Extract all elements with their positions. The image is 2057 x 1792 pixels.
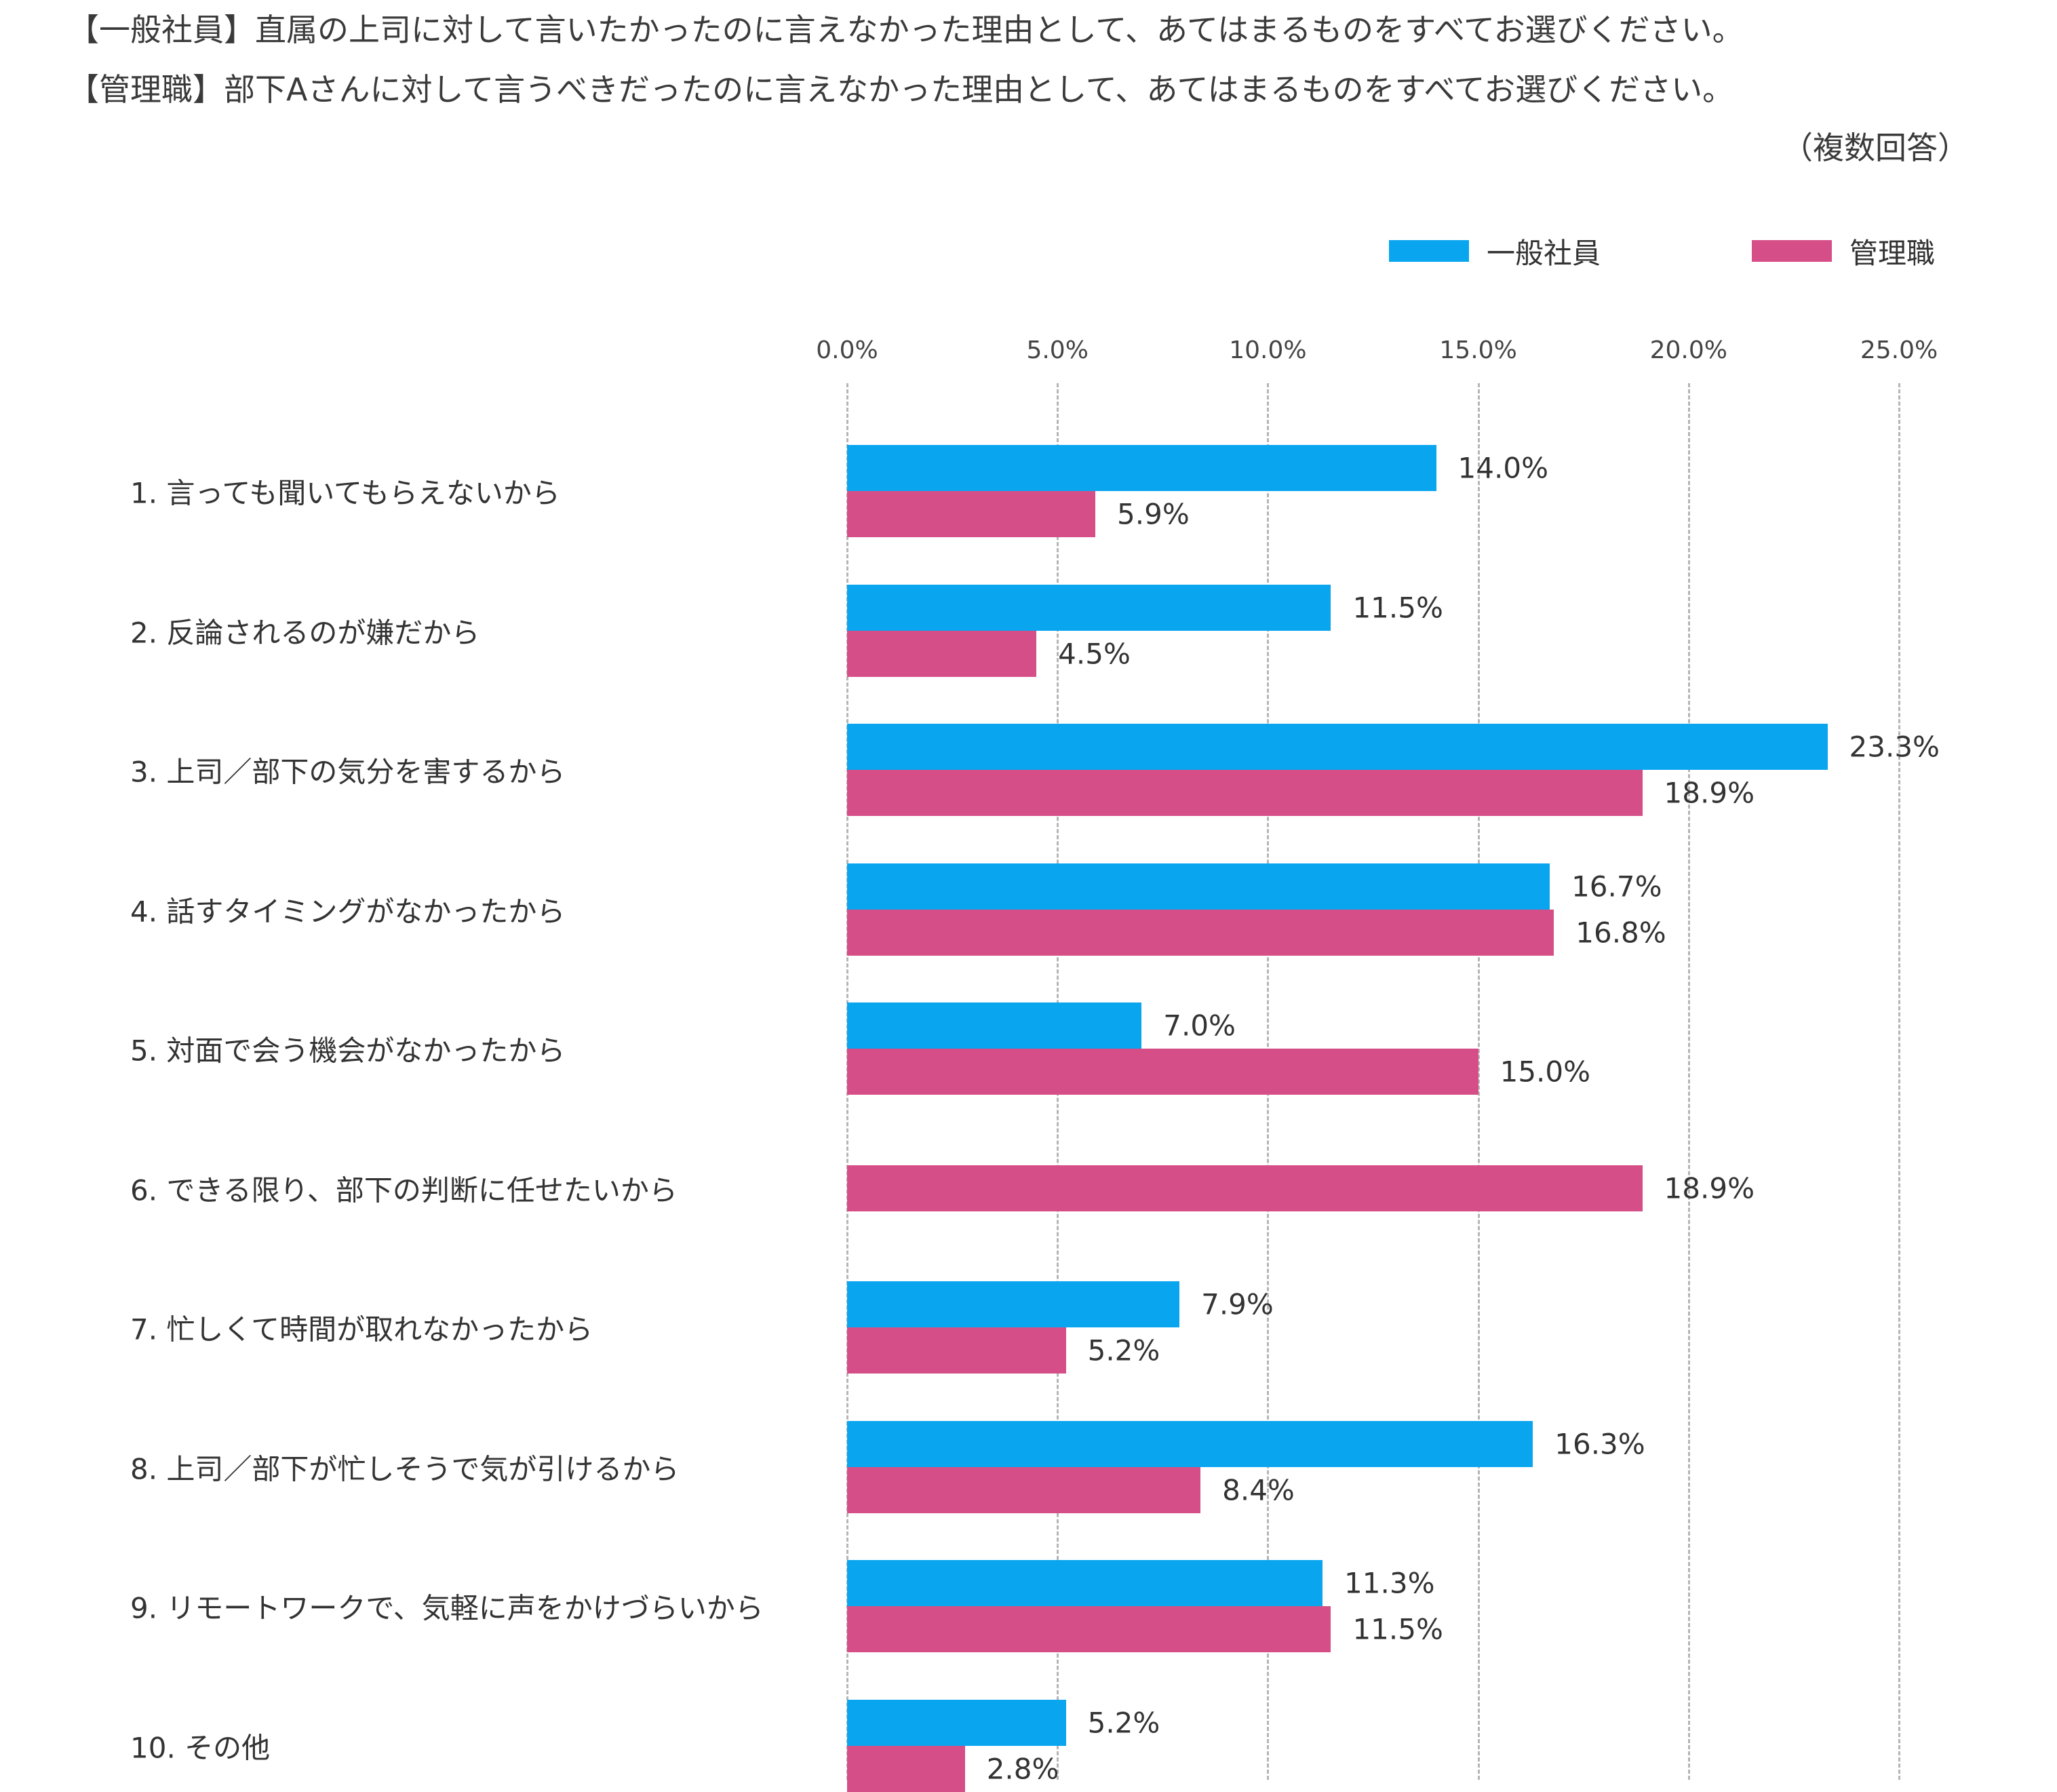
multiple-answer-note: （複数回答） — [1782, 130, 1969, 166]
gridline-5 — [1898, 383, 1900, 1780]
category-label-7: 7. 忙しくて時間が取れなかったから — [130, 1312, 593, 1346]
value-label-general-staff-2: 11.5% — [1352, 591, 1443, 624]
category-label-9: 9. リモートワークで、気軽に声をかけづらいから — [130, 1591, 764, 1625]
category-label-1: 1. 言っても聞いてもらえないから — [130, 476, 560, 510]
value-label-managers-5: 15.0% — [1500, 1055, 1591, 1089]
category-label-5: 5. 対面で会う機会がなかったから — [130, 1034, 566, 1068]
x-tick-label-3: 15.0% — [1439, 336, 1517, 364]
legend-swatch-general-staff — [1389, 240, 1469, 262]
legend-swatch-managers — [1752, 240, 1832, 262]
category-label-3: 3. 上司／部下の気分を害するから — [130, 755, 566, 789]
bar-managers-1 — [847, 491, 1096, 537]
bar-general-staff-9 — [847, 1560, 1323, 1606]
bar-managers-10 — [847, 1745, 965, 1792]
gridline-4 — [1687, 383, 1690, 1780]
value-label-managers-3: 18.9% — [1664, 776, 1755, 810]
value-label-general-staff-10: 5.2% — [1087, 1706, 1160, 1739]
legend-item-general-staff: 一般社員 — [1389, 237, 1601, 270]
x-tick-label-5: 25.0% — [1860, 336, 1938, 364]
gridline-3 — [1477, 383, 1480, 1780]
bar-general-staff-5 — [847, 1002, 1142, 1049]
bar-managers-8 — [847, 1466, 1201, 1513]
bar-general-staff-3 — [847, 724, 1828, 770]
category-label-10: 10. その他 — [130, 1731, 271, 1764]
question-general-staff: 【一般社員】直属の上司に対して言いたかったのに言えなかった理由として、あてはまる… — [68, 12, 1744, 48]
x-tick-label-4: 20.0% — [1649, 336, 1727, 364]
value-label-general-staff-8: 16.3% — [1554, 1427, 1645, 1460]
bar-general-staff-1 — [847, 445, 1436, 491]
value-label-general-staff-3: 23.3% — [1849, 730, 1940, 764]
value-label-managers-9: 11.5% — [1352, 1612, 1443, 1646]
bar-managers-5 — [847, 1049, 1478, 1095]
value-label-managers-1: 5.9% — [1117, 497, 1190, 531]
legend-item-managers: 管理職 — [1752, 237, 1935, 270]
value-label-managers-8: 8.4% — [1222, 1473, 1295, 1506]
bar-managers-3 — [847, 770, 1643, 816]
question-managers: 【管理職】部下Aさんに対して言うべきだったのに言えなかった理由として、あてはまる… — [68, 71, 1734, 108]
value-label-general-staff-5: 7.0% — [1163, 1009, 1236, 1043]
value-label-managers-7: 5.2% — [1087, 1333, 1160, 1367]
x-tick-label-1: 5.0% — [1026, 336, 1089, 364]
value-label-general-staff-1: 14.0% — [1457, 451, 1548, 485]
bar-managers-6 — [847, 1165, 1643, 1211]
bar-general-staff-7 — [847, 1281, 1180, 1327]
value-label-managers-6: 18.9% — [1664, 1171, 1755, 1205]
bar-managers-9 — [847, 1606, 1331, 1652]
value-label-general-staff-4: 16.7% — [1571, 870, 1662, 903]
bar-general-staff-8 — [847, 1420, 1533, 1467]
bar-general-staff-4 — [847, 863, 1550, 910]
value-label-general-staff-7: 7.9% — [1201, 1287, 1274, 1321]
value-label-managers-4: 16.8% — [1575, 916, 1666, 949]
category-label-4: 4. 話すタイミングがなかったから — [130, 895, 566, 928]
category-label-8: 8. 上司／部下が忙しそうで気が引けるから — [130, 1452, 680, 1485]
bar-managers-7 — [847, 1327, 1066, 1374]
value-label-general-staff-9: 11.3% — [1344, 1566, 1435, 1600]
value-label-managers-2: 4.5% — [1058, 637, 1131, 670]
bar-managers-2 — [847, 630, 1037, 677]
legend-label-general-staff: 一般社員 — [1487, 236, 1601, 270]
bar-managers-4 — [847, 909, 1554, 956]
x-tick-label-0: 0.0% — [816, 336, 878, 364]
category-label-2: 2. 反論されるのが嫌だから — [130, 616, 480, 649]
bar-general-staff-2 — [847, 584, 1331, 631]
category-label-6: 6. できる限り、部下の判断に任せたいから — [130, 1173, 678, 1207]
bar-general-staff-10 — [847, 1699, 1066, 1746]
value-label-managers-10: 2.8% — [986, 1752, 1059, 1785]
legend-label-managers: 管理職 — [1849, 236, 1936, 270]
x-tick-label-2: 10.0% — [1229, 336, 1307, 364]
